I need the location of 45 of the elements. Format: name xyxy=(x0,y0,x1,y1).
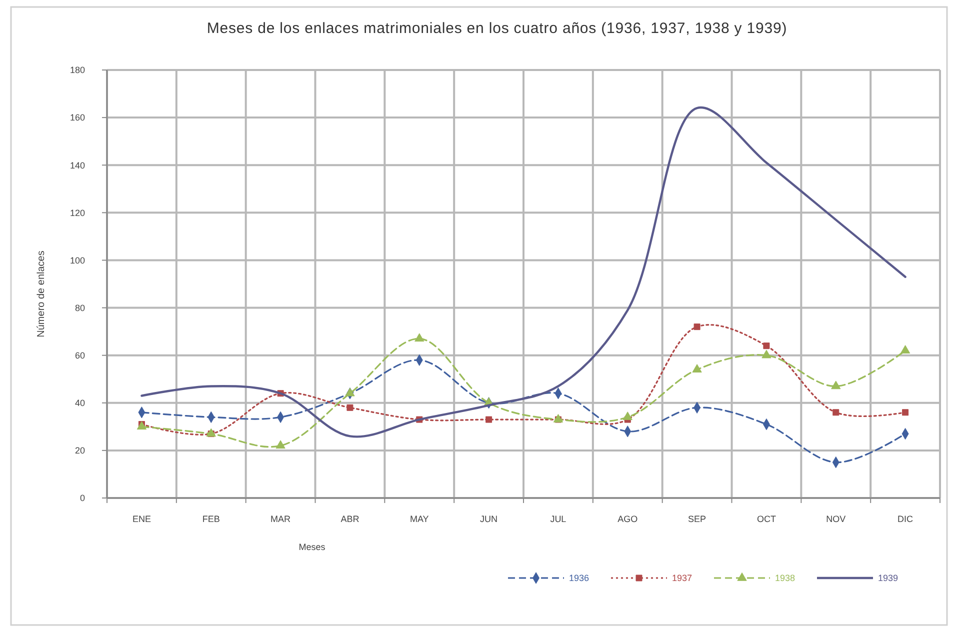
point xyxy=(345,388,355,396)
chart-title: Meses de los enlaces matrimoniales en los cuatro años (1936, 1937, 1938 y 1939) xyxy=(206,20,788,37)
y-tick-label: 40 xyxy=(74,398,85,408)
point xyxy=(832,409,840,416)
point xyxy=(276,440,286,449)
x-tick-label: OCT xyxy=(756,514,776,524)
y-tick-label: 80 xyxy=(74,302,85,313)
x-tick-label: AGO xyxy=(618,514,638,524)
x-tick-label: JUN xyxy=(480,514,498,524)
y-tick-label: 20 xyxy=(74,446,85,456)
x-tick-label: DIC xyxy=(898,514,914,524)
point xyxy=(902,409,909,416)
x-tick-label: JUL xyxy=(550,514,566,524)
y-tick-label: 0 xyxy=(80,493,85,504)
y-tick-label: 160 xyxy=(70,112,85,123)
point xyxy=(206,428,216,437)
x-axis-title: Meses xyxy=(298,542,326,552)
line-series xyxy=(140,106,906,438)
y-tick-label: 120 xyxy=(70,208,85,218)
x-tick-label: MAR xyxy=(270,514,292,524)
x-tick-label: MAY xyxy=(410,514,429,524)
x-tick-label: ABR xyxy=(340,514,360,524)
x-tick-label: FEB xyxy=(202,514,220,524)
point xyxy=(694,324,700,330)
text: 1936 xyxy=(569,573,590,584)
text: 1939 xyxy=(878,573,898,584)
point xyxy=(763,342,770,350)
point xyxy=(486,416,492,423)
point xyxy=(622,412,632,420)
point xyxy=(762,350,772,358)
point xyxy=(414,333,424,342)
point xyxy=(831,380,841,390)
point xyxy=(900,345,910,354)
y-axis-title: Número de enlaces xyxy=(36,250,47,338)
point xyxy=(692,364,702,372)
text: 1938 xyxy=(775,573,796,584)
y-tick-label: 140 xyxy=(70,160,85,170)
point xyxy=(346,404,354,411)
x-tick-label: ENE xyxy=(132,514,151,524)
x-tick-label: SEP xyxy=(688,514,706,524)
y-tick-label: 100 xyxy=(70,255,85,266)
y-tick-label: 60 xyxy=(74,350,85,360)
text: 1937 xyxy=(672,573,692,584)
y-tick-label: 180 xyxy=(70,65,85,76)
x-tick-label: NOV xyxy=(826,514,846,524)
